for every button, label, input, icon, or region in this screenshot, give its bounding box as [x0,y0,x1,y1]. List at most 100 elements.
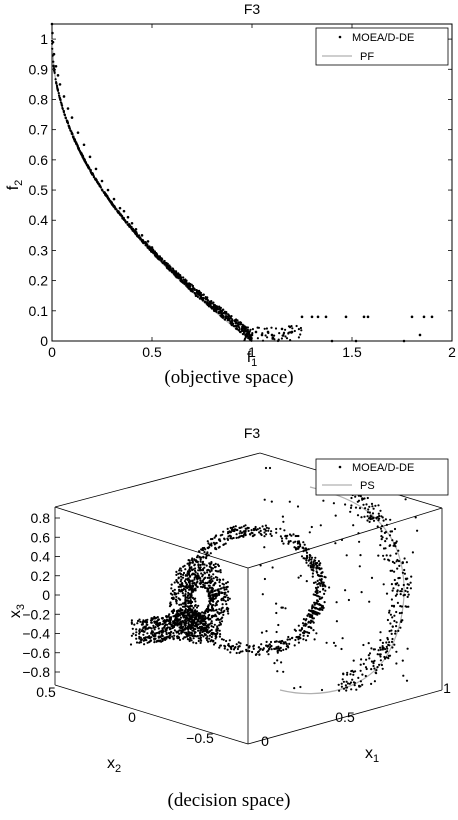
data-point-3d [393,614,396,617]
data-point-3d [288,642,291,646]
data-point-3d [290,534,293,537]
data-point-3d [411,551,414,554]
data-point-3d [399,593,402,596]
data-point-3d [179,567,182,570]
data-point [194,292,197,295]
data-point-3d [189,611,192,614]
data-point-3d [161,617,164,620]
data-point-3d [199,563,202,567]
data-point-3d [202,567,205,571]
data-point-3d [210,639,213,642]
data-point-3d [186,599,189,602]
data-point [224,312,227,315]
data-point [181,279,184,282]
data-point-3d [208,634,211,637]
y-tick-label: 0.2 [29,273,49,289]
data-point [251,328,254,331]
data-point-3d [215,592,218,596]
data-point-3d [370,668,373,671]
x-axis-label: f1 [247,349,258,369]
data-point-3d [318,595,321,598]
data-point-3d [300,555,304,558]
data-point-3d [388,641,391,644]
data-point-3d [365,658,368,661]
data-point [270,333,274,337]
data-point-3d [248,533,252,536]
data-point-3d [384,547,387,550]
data-point [81,155,84,158]
data-point [216,308,219,311]
data-point-3d [190,639,193,642]
data-point-3d [180,585,183,588]
data-point-3d [384,518,387,521]
y-tick-label: 0.4 [29,212,49,228]
data-point-3d [179,629,182,632]
data-point [198,291,202,294]
objective-space-chart: F3 0 0.1 0.2 0.3 0.4 0.5 0.6 0.7 0.8 0.9 1 0 0.5 1 1.… [5,1,456,369]
data-point-3d [177,576,180,579]
data-point-3d [400,611,403,615]
data-point-3d [188,600,191,603]
data-point [285,337,289,340]
data-point-3d [276,659,279,662]
data-point [51,47,54,50]
data-point-3d [211,597,214,600]
data-point-3d [191,616,194,619]
data-point-3d [332,641,336,645]
data-point-3d [397,629,400,633]
data-point-3d [358,565,361,568]
data-point [52,67,56,70]
data-point-3d [318,608,321,611]
data-point-3d [372,664,375,668]
data-point [62,95,66,98]
x-axis-ticks: 0 0.5 1 1.5 2 [48,24,456,360]
data-point-3d [267,649,270,652]
data-point-3d [338,689,341,692]
data-point [237,329,240,332]
data-point-3d [192,590,195,593]
data-point-3d [316,566,319,569]
data-point-3d [202,615,205,618]
data-point [163,263,166,266]
data-point-3d [401,571,404,574]
data-point-3d [247,526,250,530]
data-point-3d [172,596,175,599]
data-point-3d [382,583,385,586]
data-point-3d [226,599,230,602]
data-point-3d [316,573,319,577]
data-point-3d [395,552,398,555]
data-point-3d [323,592,326,596]
data-point-3d [196,610,199,613]
data-point-3d [305,580,308,583]
data-point-3d [148,626,151,629]
data-point-3d [244,529,247,532]
data-point [53,69,56,72]
data-point [70,116,74,119]
data-point-3d [235,651,238,655]
data-point-3d [306,634,309,638]
data-point-3d [389,518,392,521]
data-point-3d [214,562,217,566]
data-point [176,274,180,277]
data-point [219,309,222,312]
data-point-3d [142,619,145,622]
data-point-3d [318,590,322,593]
data-point-3d [181,611,184,614]
data-point-3d [292,541,295,544]
data-point-3d [230,528,233,532]
data-point [227,316,230,319]
data-point-3d [206,569,209,572]
data-point-3d [144,619,147,622]
data-point [207,305,210,308]
data-point-3d [216,611,219,614]
x-tick-label: 1.5 [342,344,362,360]
data-point-3d [225,582,228,585]
data-point-3d [270,648,273,651]
data-point-3d [182,587,186,591]
data-point-3d [169,627,172,630]
data-point-3d [168,605,172,608]
data-point [284,335,287,338]
data-point [366,315,370,319]
data-point-3d [207,554,210,557]
data-point-3d [359,663,362,666]
